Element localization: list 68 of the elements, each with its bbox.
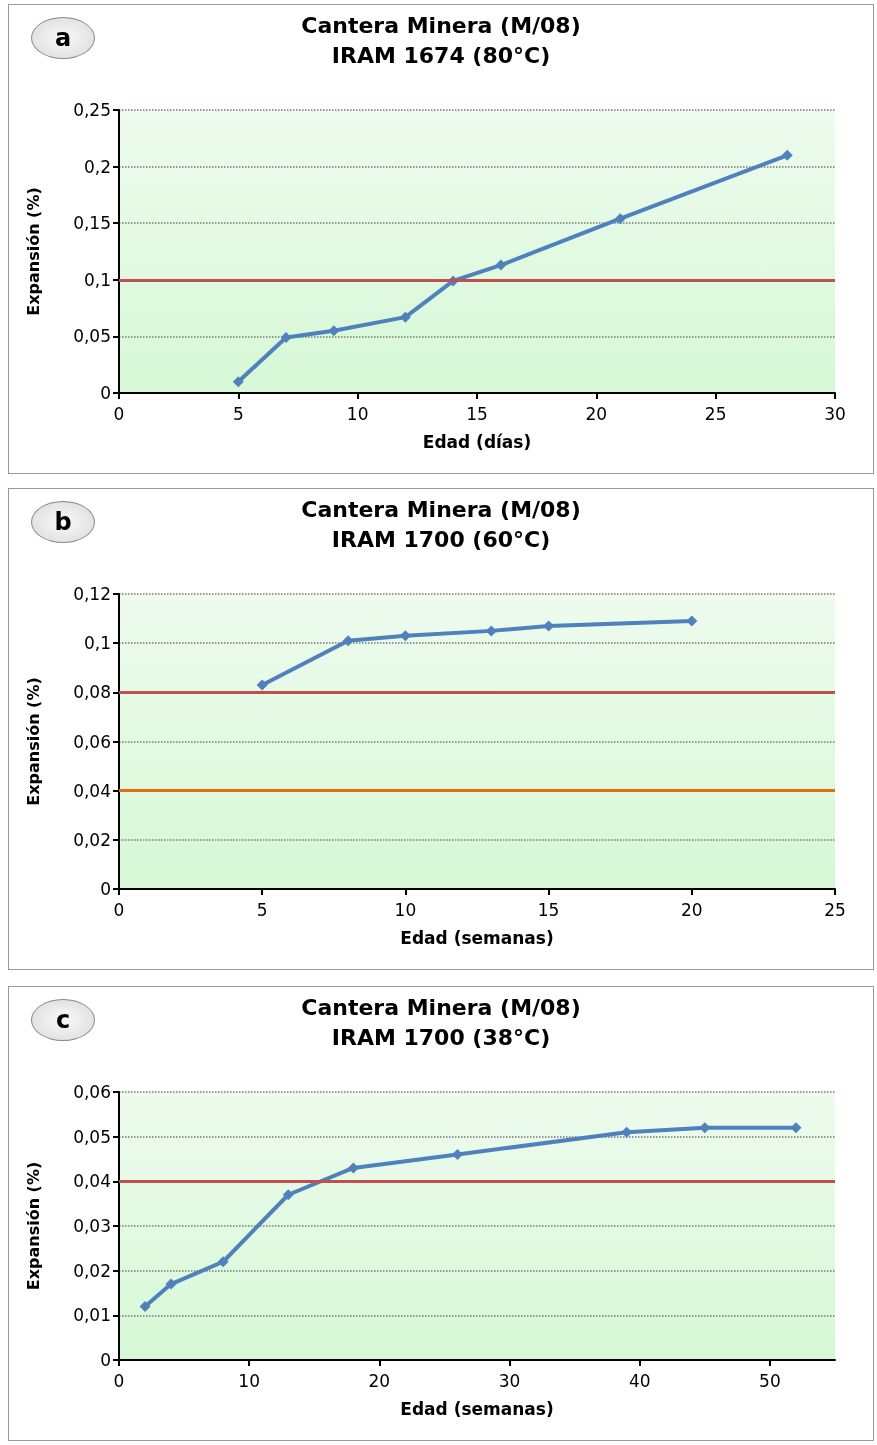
- y-tick-label: 0,08: [73, 682, 111, 703]
- chart-title: Cantera Minera (M/08): [301, 496, 581, 522]
- x-tick-label: 40: [628, 1370, 651, 1391]
- x-axis-title: Edad (semanas): [400, 1398, 554, 1419]
- y-tick-label: 0,2: [83, 156, 111, 177]
- x-axis-title: Edad (semanas): [400, 927, 554, 948]
- x-tick-label: 20: [680, 899, 703, 920]
- point: [614, 213, 626, 225]
- chart-subtitle: IRAM 1700 (38°C): [331, 1024, 551, 1050]
- y-tick-label: 0,15: [73, 213, 111, 234]
- point: [495, 259, 507, 271]
- x-tick-label: 5: [232, 403, 244, 424]
- y-tick-label: 0: [100, 383, 111, 403]
- y-tick-label: 0,05: [73, 326, 111, 347]
- y-axis-title: Expansión (%): [23, 187, 43, 316]
- point: [399, 311, 411, 323]
- point: [217, 1256, 229, 1268]
- x-tick-label: 25: [704, 403, 727, 424]
- x-tick-label: 0: [113, 1370, 125, 1391]
- x-tick-label: 20: [368, 1370, 391, 1391]
- point: [139, 1300, 151, 1312]
- x-tick-label: 10: [346, 403, 369, 424]
- chart-title: Cantera Minera (M/08): [301, 12, 581, 38]
- point: [328, 325, 340, 337]
- point: [347, 1162, 359, 1174]
- chart-title: Cantera Minera (M/08): [301, 994, 581, 1020]
- y-tick-label: 0: [100, 1350, 111, 1370]
- point: [282, 1189, 294, 1201]
- point: [781, 149, 793, 161]
- y-axis-title: Expansión (%): [23, 677, 43, 806]
- y-tick-label: 0,1: [83, 633, 111, 654]
- chart-subtitle: IRAM 1674 (80°C): [331, 42, 551, 68]
- y-tick-label: 0,04: [73, 1171, 111, 1192]
- y-tick-label: 0,25: [73, 100, 111, 120]
- x-tick-label: 10: [238, 1370, 260, 1391]
- x-tick-label: 15: [466, 403, 488, 424]
- oval-badge: c: [31, 999, 95, 1041]
- oval-badge: a: [31, 17, 95, 59]
- point: [342, 635, 354, 647]
- point: [232, 376, 244, 388]
- y-tick-label: 0,03: [73, 1216, 111, 1236]
- y-tick-label: 0,02: [73, 1260, 111, 1281]
- point: [280, 332, 292, 344]
- x-axis-title: Edad (días): [422, 431, 532, 452]
- point: [165, 1278, 177, 1290]
- y-tick-label: 0,1: [83, 269, 111, 290]
- x-tick-label: 5: [256, 899, 268, 920]
- y-tick-label: 0,02: [73, 829, 111, 850]
- x-tick-label: 10: [394, 899, 417, 920]
- y-tick-label: 0,12: [73, 584, 111, 604]
- x-tick-label: 20: [585, 403, 608, 424]
- y-axis-title: Expansión (%): [23, 1161, 43, 1291]
- x-tick-label: 30: [824, 403, 846, 424]
- x-tick-label: 25: [824, 899, 846, 920]
- y-tick-label: 0,06: [73, 1082, 111, 1102]
- y-tick-label: 0,01: [73, 1305, 111, 1326]
- chart-subtitle: IRAM 1700 (60°C): [331, 526, 551, 552]
- oval-badge: b: [31, 501, 95, 543]
- y-tick-label: 0,04: [73, 780, 111, 801]
- x-tick-label: 30: [498, 1370, 521, 1391]
- x-tick-label: 0: [113, 899, 125, 920]
- y-tick-label: 0,06: [73, 731, 111, 752]
- x-tick-label: 0: [113, 403, 125, 424]
- x-tick-label: 50: [759, 1370, 781, 1391]
- x-tick-label: 15: [537, 899, 560, 920]
- y-tick-label: 0,05: [73, 1126, 111, 1147]
- y-tick-label: 0: [100, 879, 111, 899]
- point: [256, 679, 268, 691]
